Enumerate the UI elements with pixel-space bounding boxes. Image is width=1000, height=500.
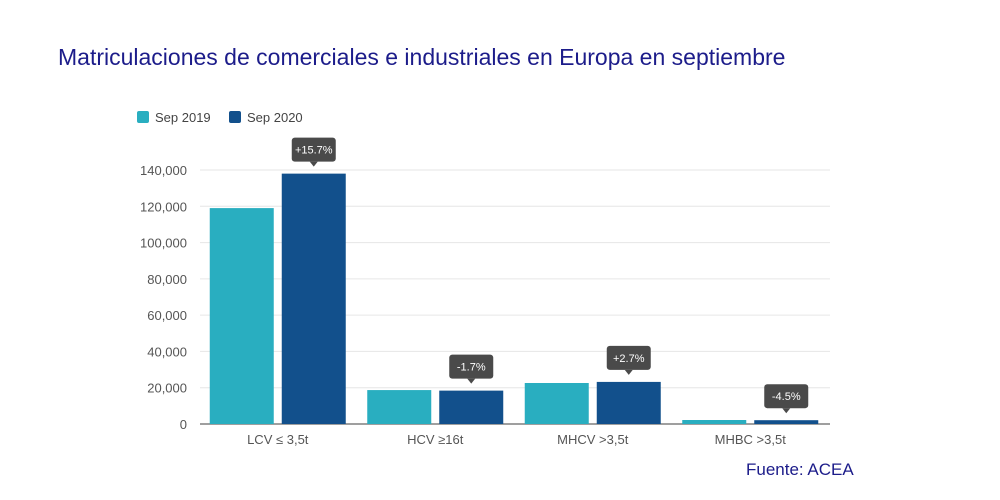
y-tick-label: 40,000 xyxy=(147,344,187,359)
y-tick-label: 140,000 xyxy=(140,163,187,178)
legend-label: Sep 2019 xyxy=(155,110,211,125)
annotation-pointer xyxy=(467,378,476,384)
legend-swatch xyxy=(229,111,241,123)
chart-title: Matriculaciones de comerciales e industr… xyxy=(58,44,786,70)
bar-2020 xyxy=(754,420,819,424)
bar-2019 xyxy=(682,420,747,424)
x-tick-label: HCV ≥16t xyxy=(407,432,464,447)
annotation-pointer xyxy=(782,408,791,414)
y-tick-label: 0 xyxy=(180,417,187,432)
annotation-box xyxy=(764,384,809,409)
annotation-label: -1.7% xyxy=(457,362,486,374)
bar-2020 xyxy=(439,390,504,424)
annotation-pointer xyxy=(309,161,318,167)
annotation-label: +15.7% xyxy=(295,145,333,157)
x-tick-label: LCV ≤ 3,5t xyxy=(247,432,309,447)
legend-label: Sep 2020 xyxy=(247,110,303,125)
y-tick-label: 20,000 xyxy=(147,381,187,396)
annotation-label: +2.7% xyxy=(613,353,645,365)
annotation-pointer xyxy=(624,369,633,375)
y-tick-label: 100,000 xyxy=(140,236,187,251)
annotation-box xyxy=(606,345,651,370)
y-tick-label: 80,000 xyxy=(147,272,187,287)
legend-swatch xyxy=(137,111,149,123)
source-label: Fuente: ACEA xyxy=(746,460,854,479)
bar-2019 xyxy=(209,208,274,424)
bar-2019 xyxy=(524,382,589,424)
bar-2020 xyxy=(596,381,661,424)
annotation-box xyxy=(291,137,336,162)
bar-2019 xyxy=(367,390,432,424)
annotation-label: -4.5% xyxy=(772,391,801,403)
y-tick-label: 120,000 xyxy=(140,199,187,214)
annotation-box xyxy=(449,354,494,379)
y-tick-label: 60,000 xyxy=(147,308,187,323)
x-tick-label: MHBC >3,5t xyxy=(715,432,787,447)
x-tick-label: MHCV >3,5t xyxy=(557,432,629,447)
bar-2020 xyxy=(281,173,346,424)
